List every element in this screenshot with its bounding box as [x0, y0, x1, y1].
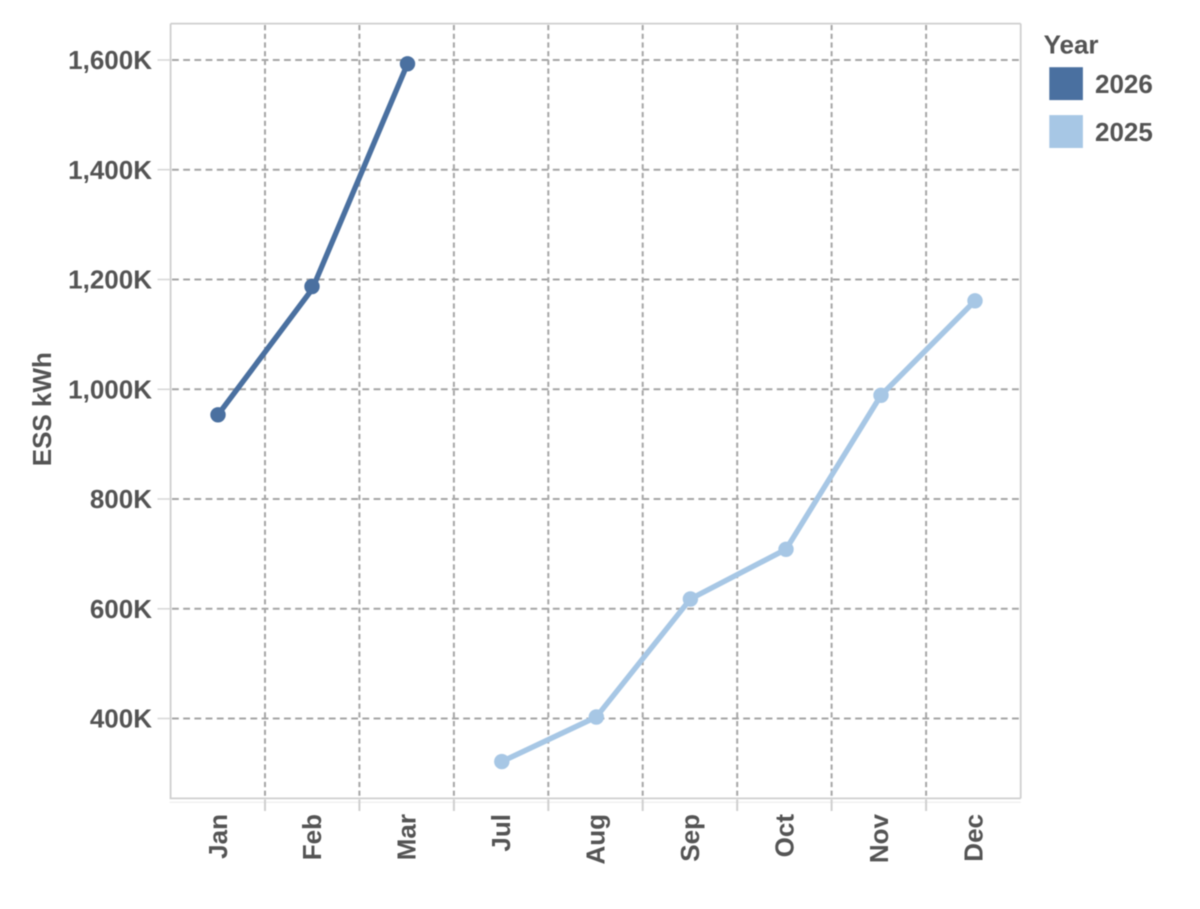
svg-text:Jul: Jul [486, 814, 516, 852]
svg-text:Oct: Oct [769, 814, 799, 858]
svg-text:600K: 600K [90, 594, 152, 624]
svg-text:Aug: Aug [581, 814, 611, 865]
svg-text:1,400K: 1,400K [68, 155, 152, 185]
svg-text:Nov: Nov [864, 813, 894, 863]
svg-text:ESS kWh: ESS kWh [27, 352, 57, 466]
svg-text:1,200K: 1,200K [68, 265, 152, 295]
svg-text:Sep: Sep [675, 814, 705, 862]
svg-text:2025: 2025 [1095, 117, 1153, 147]
svg-text:2026: 2026 [1095, 69, 1153, 99]
svg-text:Feb: Feb [297, 814, 327, 860]
svg-text:Year: Year [1044, 30, 1099, 60]
svg-text:1,600K: 1,600K [68, 45, 152, 75]
svg-text:Jan: Jan [203, 814, 233, 859]
svg-text:Mar: Mar [392, 814, 422, 860]
svg-text:Dec: Dec [958, 814, 988, 862]
svg-text:400K: 400K [90, 704, 152, 734]
svg-text:1,000K: 1,000K [68, 375, 152, 405]
svg-text:800K: 800K [90, 484, 152, 514]
